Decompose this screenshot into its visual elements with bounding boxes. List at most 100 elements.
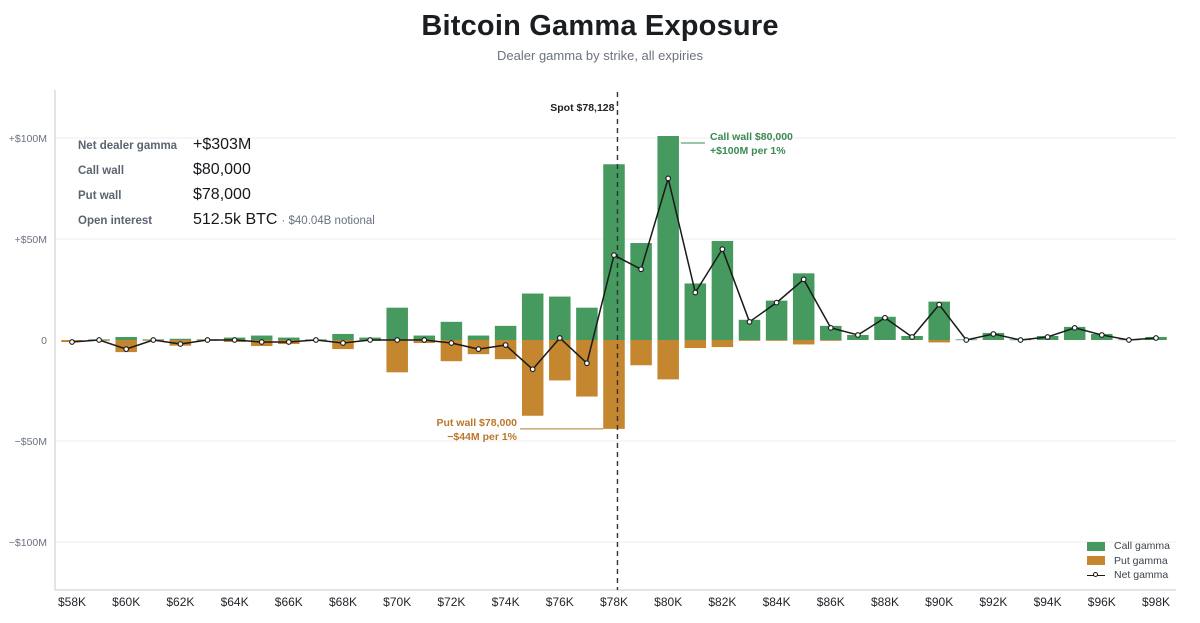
call-gamma-bar — [115, 336, 137, 340]
call-wall-annotation: Call wall $80,000 — [710, 131, 793, 143]
put-gamma-bar — [521, 340, 544, 416]
net-gamma-point — [611, 252, 617, 259]
put-gamma-bar — [738, 340, 761, 341]
net-gamma-point — [96, 337, 102, 343]
net-gamma-point — [421, 337, 428, 343]
call-gamma-bar — [576, 307, 598, 340]
net-gamma-point — [313, 337, 319, 343]
put-gamma-bar — [440, 340, 463, 362]
net-gamma-point — [340, 340, 346, 346]
x-tick-label: $60K — [112, 595, 140, 609]
net-gamma-point — [855, 332, 861, 338]
net-gamma-point — [827, 325, 834, 331]
x-tick-label: $62K — [166, 595, 194, 609]
x-tick-label: $80K — [654, 595, 682, 609]
net-gamma-point — [475, 346, 482, 352]
net-gamma-point — [665, 175, 672, 182]
legend-swatch-net — [1087, 571, 1105, 580]
y-tick-label: −$50M — [15, 436, 47, 448]
call-gamma-bar — [603, 164, 625, 340]
put-gamma-bar — [765, 340, 788, 341]
net-gamma-point — [69, 339, 75, 345]
call-gamma-bar — [792, 273, 815, 340]
legend-item-put-gamma: Put gamma — [1087, 554, 1170, 568]
put-gamma-bar — [576, 340, 598, 397]
x-tick-label: $76K — [546, 595, 574, 609]
net-gamma-point — [1153, 335, 1159, 341]
call-gamma-bar — [630, 243, 652, 340]
call-gamma-bar — [494, 325, 517, 340]
x-tick-label: $64K — [221, 595, 249, 609]
net-gamma-point — [258, 339, 265, 345]
legend-label: Net gamma — [1114, 569, 1169, 581]
x-tick-label: $96K — [1088, 595, 1116, 609]
chart-title: Bitcoin Gamma Exposure — [421, 10, 779, 42]
net-gamma-point — [800, 276, 807, 283]
x-tick-label: $66K — [275, 595, 303, 609]
y-tick-label: +$50M — [15, 234, 47, 246]
net-gamma-point — [529, 366, 536, 373]
legend-swatch-put — [1087, 556, 1105, 565]
x-tick-label: $70K — [383, 595, 411, 609]
stat-value: +$303M — [193, 136, 252, 153]
legend-swatch-call — [1087, 541, 1105, 551]
net-gamma-point — [584, 360, 590, 367]
call-gamma-bar — [250, 335, 273, 340]
stat-label: Put wall — [78, 190, 122, 202]
call-gamma-bar — [684, 283, 707, 340]
stat-value: 512.5k BTC · $40.04B notional — [193, 211, 375, 229]
x-tick-label: $98K — [1142, 595, 1170, 609]
x-tick-label: $68K — [329, 595, 357, 609]
net-gamma-point — [123, 346, 130, 352]
legend-item-call-gamma: Call gamma — [1087, 539, 1170, 553]
net-gamma-point — [746, 318, 753, 325]
x-tick-label: $90K — [925, 595, 953, 609]
x-tick-label: $58K — [58, 595, 86, 609]
net-gamma-point — [394, 337, 401, 343]
stat-note: · $40.04B notional — [281, 215, 375, 227]
net-gamma-point — [692, 289, 699, 296]
net-gamma-point — [204, 337, 211, 343]
put-gamma-bar — [711, 340, 734, 348]
call-gamma-bar — [440, 321, 463, 340]
call-gamma-bar — [657, 135, 679, 340]
call-gamma-bar — [386, 307, 408, 340]
net-gamma-point — [990, 331, 997, 337]
net-gamma-point — [285, 339, 292, 345]
net-gamma-point — [150, 337, 157, 343]
x-tick-label: $74K — [492, 595, 520, 609]
chart-subtitle: Dealer gamma by strike, all expiries — [497, 48, 703, 63]
net-gamma-point — [177, 341, 184, 347]
x-tick-label: $84K — [763, 595, 791, 609]
stat-label: Call wall — [78, 165, 125, 177]
net-gamma-point — [773, 299, 780, 306]
put-gamma-bar — [630, 340, 652, 366]
put-wall-annotation-value: −$44M per 1% — [447, 431, 517, 443]
x-tick-label: $88K — [871, 595, 899, 609]
x-tick-label: $72K — [437, 595, 465, 609]
net-gamma-point — [882, 314, 888, 321]
net-gamma-point — [1044, 334, 1051, 340]
put-gamma-bar — [684, 340, 707, 349]
put-gamma-bar — [657, 340, 679, 380]
stat-value: $78,000 — [193, 186, 251, 203]
call-gamma-bar — [711, 241, 734, 340]
stat-value-text: 512.5k BTC — [193, 211, 278, 228]
net-gamma-point — [719, 246, 726, 252]
call-gamma-bar — [169, 338, 192, 340]
call-gamma-bar — [549, 296, 571, 340]
y-tick-label: 0 — [41, 335, 47, 347]
put-gamma-bar — [494, 340, 517, 360]
x-tick-label: $92K — [979, 595, 1007, 609]
net-gamma-point — [909, 334, 915, 340]
x-tick-label: $78K — [600, 595, 628, 609]
net-gamma-point — [1017, 337, 1024, 343]
call-gamma-bar — [278, 337, 300, 340]
net-gamma-point — [1071, 325, 1078, 331]
spot-label: Spot $78,128 — [550, 102, 614, 114]
net-gamma-point — [936, 301, 943, 308]
call-gamma-bar — [467, 335, 490, 340]
net-gamma-point — [502, 342, 509, 348]
y-tick-label: −$100M — [9, 537, 47, 549]
